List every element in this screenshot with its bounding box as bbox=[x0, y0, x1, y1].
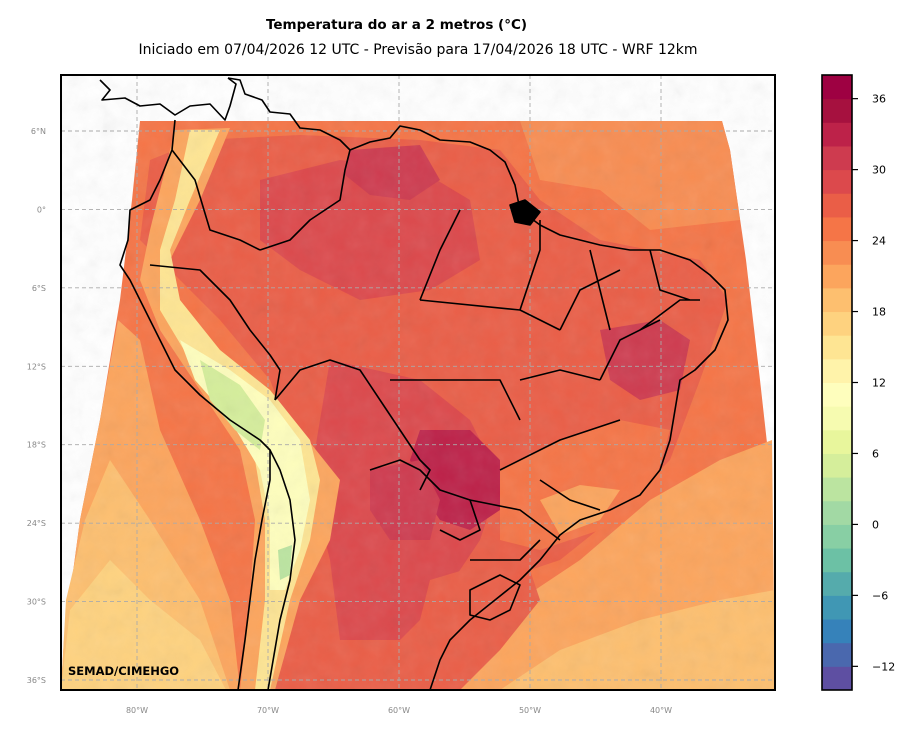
lon-tick-labels: 80°W 70°W 60°W 50°W 40°W bbox=[126, 706, 672, 715]
coastline-atlantic bbox=[429, 209, 729, 690]
colorbar-band bbox=[822, 548, 852, 573]
map-field bbox=[61, 75, 775, 690]
colorbar-band bbox=[822, 571, 852, 596]
colorbar-tick-label: 6 bbox=[872, 447, 879, 460]
colorbar-band bbox=[822, 193, 852, 218]
coastline-central-america bbox=[99, 77, 237, 121]
colorbar-tick-label: −6 bbox=[872, 589, 888, 602]
border-colombia bbox=[171, 149, 261, 251]
colorbar-band bbox=[822, 287, 852, 313]
colorbar-band bbox=[822, 429, 852, 454]
colorbar-band bbox=[822, 75, 852, 100]
field-texture bbox=[61, 75, 775, 690]
colorbar-band bbox=[822, 382, 852, 407]
gridlines bbox=[61, 75, 775, 690]
lat-tick-label: 36°S bbox=[27, 676, 46, 685]
colorbar-band bbox=[822, 642, 852, 667]
lat-tick-labels: 6°N 0° 6°S 12°S 18°S 24°S 30°S 36°S bbox=[27, 127, 46, 685]
colorbar-band bbox=[822, 500, 852, 525]
lat-tick-label: 6°N bbox=[31, 127, 46, 136]
colorbar-tick-label: 30 bbox=[872, 164, 886, 177]
colorbar-tick-label: 18 bbox=[872, 306, 886, 319]
colorbar-band bbox=[822, 311, 852, 336]
lat-tick-label: 6°S bbox=[32, 284, 46, 293]
border-uruguay bbox=[469, 574, 521, 621]
border-venezuela bbox=[259, 149, 351, 251]
colorbar-band bbox=[822, 666, 852, 691]
lat-tick-label: 18°S bbox=[27, 441, 46, 450]
lat-tick-label: 0° bbox=[37, 205, 46, 214]
border-bolivia bbox=[274, 359, 431, 491]
venezuela-coast bbox=[349, 125, 521, 211]
colorbar-tick-label: −12 bbox=[872, 660, 895, 673]
colorbar-band bbox=[822, 619, 852, 644]
colorbar-band bbox=[822, 453, 852, 478]
colorbar-band bbox=[822, 145, 852, 171]
colorbar-tick-label: 12 bbox=[872, 377, 886, 390]
colorbar-band bbox=[822, 335, 852, 360]
axes-frame bbox=[60, 74, 776, 691]
chart-subtitle: Iniciado em 07/04/2026 12 UTC - Previsão… bbox=[138, 42, 698, 58]
lon-tick-label: 50°W bbox=[519, 706, 541, 715]
state-borders-brazil bbox=[390, 209, 700, 561]
border-chile-argentina bbox=[267, 449, 296, 690]
coastline-pacific bbox=[119, 119, 271, 690]
colorbar-band bbox=[822, 595, 852, 620]
marajo-island bbox=[509, 199, 541, 226]
colorbar-band bbox=[822, 169, 852, 194]
lon-tick-label: 60°W bbox=[388, 706, 410, 715]
colorbar-tick-label: 36 bbox=[872, 93, 886, 106]
lat-tick-label: 12°S bbox=[27, 362, 46, 371]
colorbar-tick-label: 0 bbox=[872, 518, 879, 531]
lat-tick-label: 24°S bbox=[27, 519, 46, 528]
credit-label: SEMAD/CIMEHGO bbox=[68, 664, 179, 678]
border-paraguay bbox=[369, 459, 481, 541]
colorbar-band bbox=[822, 358, 852, 383]
lat-tick-label: 30°S bbox=[27, 598, 46, 607]
colorbar-band bbox=[822, 524, 852, 549]
colorbar-band bbox=[822, 477, 852, 502]
lon-tick-label: 70°W bbox=[257, 706, 279, 715]
colorbar-tick-label: 24 bbox=[872, 235, 886, 248]
colorbar-band bbox=[822, 240, 852, 265]
lon-tick-label: 40°W bbox=[650, 706, 672, 715]
colorbar-band bbox=[822, 406, 852, 431]
border-peru-brazil bbox=[149, 264, 281, 401]
colorbar-band bbox=[822, 264, 852, 289]
colorbar-band bbox=[822, 216, 852, 242]
colorbar-ticks: 36 30 24 18 12 6 0 −6 −12 bbox=[852, 93, 895, 673]
chart-title: Temperatura do ar a 2 metros (°C) bbox=[265, 17, 528, 33]
lon-tick-label: 80°W bbox=[126, 706, 148, 715]
coastline-caribbean bbox=[227, 77, 351, 151]
colorbar-band bbox=[822, 122, 852, 147]
borders bbox=[99, 77, 729, 690]
colorbar-bands bbox=[822, 75, 852, 691]
colorbar-band bbox=[822, 98, 852, 123]
